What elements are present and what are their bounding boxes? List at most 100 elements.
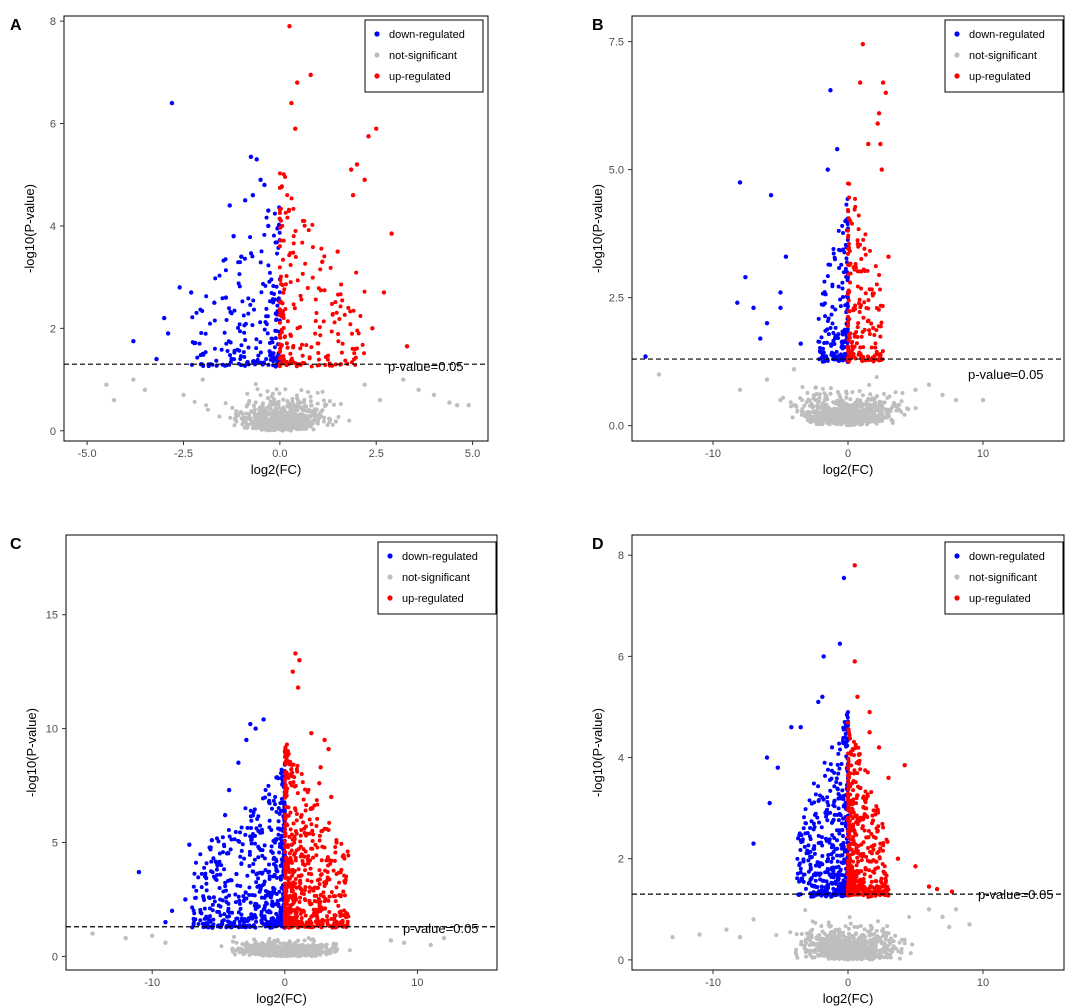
data-point bbox=[223, 295, 229, 300]
ns-point bbox=[847, 915, 852, 920]
down-point bbox=[266, 870, 271, 875]
data-point bbox=[239, 254, 244, 259]
ns-point bbox=[902, 937, 907, 942]
up-point bbox=[293, 255, 298, 260]
down-point bbox=[280, 808, 285, 813]
data-point bbox=[342, 878, 347, 884]
down-point bbox=[247, 852, 252, 857]
up-point bbox=[287, 876, 292, 881]
down-point bbox=[256, 828, 261, 833]
down-point bbox=[279, 857, 284, 862]
ns-point bbox=[865, 420, 870, 425]
up-point bbox=[869, 321, 874, 326]
ns-point bbox=[868, 392, 873, 397]
up-point bbox=[342, 873, 347, 878]
down-point bbox=[843, 219, 848, 224]
up-point bbox=[299, 297, 304, 302]
ns-point bbox=[254, 422, 259, 427]
up-point bbox=[862, 327, 867, 332]
down-point bbox=[219, 347, 224, 352]
down-point bbox=[237, 898, 242, 903]
up-point bbox=[846, 272, 851, 277]
data-point bbox=[764, 321, 770, 326]
ns-point bbox=[803, 937, 808, 942]
down-point bbox=[243, 806, 248, 811]
down-point bbox=[822, 290, 827, 295]
down-point bbox=[217, 273, 222, 278]
down-point bbox=[267, 299, 272, 304]
ns-point bbox=[808, 949, 813, 954]
data-point bbox=[181, 392, 186, 398]
down-point bbox=[237, 284, 242, 289]
ns-point bbox=[817, 410, 822, 415]
ns-point bbox=[855, 924, 860, 929]
ns-point bbox=[890, 405, 895, 410]
ns-point bbox=[874, 928, 879, 933]
down-point bbox=[233, 830, 238, 835]
ns-point bbox=[289, 401, 294, 406]
legend-entry: not-significant bbox=[389, 50, 457, 62]
up-point bbox=[322, 288, 327, 293]
ns-point bbox=[830, 419, 835, 424]
ns-point bbox=[804, 400, 809, 405]
up-point bbox=[325, 855, 330, 860]
ns-point bbox=[290, 949, 295, 954]
up-point bbox=[847, 181, 852, 186]
ns-point bbox=[886, 414, 891, 419]
down-point bbox=[274, 809, 279, 814]
down-point bbox=[277, 850, 282, 855]
ns-point bbox=[289, 426, 294, 431]
down-point bbox=[204, 861, 209, 866]
up-point bbox=[301, 847, 306, 852]
data-point bbox=[242, 198, 248, 203]
down-point bbox=[214, 836, 219, 841]
up-point bbox=[858, 303, 863, 308]
data-point bbox=[244, 737, 249, 743]
y-tick-label: 5.0 bbox=[609, 165, 624, 177]
data-point bbox=[131, 338, 136, 344]
ns-point bbox=[835, 389, 840, 394]
down-point bbox=[276, 819, 281, 824]
ns-point bbox=[254, 948, 259, 953]
up-point bbox=[295, 278, 300, 283]
down-point bbox=[248, 814, 253, 819]
up-point bbox=[861, 315, 866, 320]
up-point bbox=[310, 838, 315, 843]
ns-point bbox=[800, 385, 805, 390]
ns-point bbox=[255, 387, 260, 392]
down-point bbox=[259, 290, 264, 295]
ns-point bbox=[803, 908, 808, 913]
ns-point bbox=[896, 949, 901, 954]
down-point bbox=[267, 874, 272, 879]
ns-point bbox=[844, 395, 849, 400]
down-point bbox=[840, 286, 845, 291]
ns-point bbox=[826, 956, 831, 961]
up-point bbox=[288, 333, 293, 338]
data-point bbox=[177, 285, 182, 290]
ns-point bbox=[323, 403, 328, 408]
down-point bbox=[206, 364, 211, 369]
up-point bbox=[323, 906, 328, 911]
up-point bbox=[303, 808, 308, 813]
data-point bbox=[236, 760, 241, 765]
up-point bbox=[283, 870, 288, 875]
down-point bbox=[841, 294, 846, 299]
down-point bbox=[275, 775, 280, 780]
data-point bbox=[875, 121, 880, 126]
down-point bbox=[261, 881, 266, 886]
down-point bbox=[223, 257, 228, 262]
down-point bbox=[190, 315, 195, 320]
down-point bbox=[243, 890, 248, 895]
ns-point bbox=[858, 398, 863, 403]
up-point bbox=[855, 284, 860, 289]
down-point bbox=[840, 223, 845, 228]
ns-point bbox=[834, 946, 839, 951]
down-point bbox=[227, 893, 232, 898]
ns-point bbox=[844, 409, 849, 414]
up-point bbox=[284, 274, 289, 279]
up-point bbox=[288, 780, 293, 785]
up-point bbox=[283, 856, 288, 861]
down-point bbox=[202, 865, 207, 870]
legend-entry: up-regulated bbox=[402, 593, 464, 605]
ns-point bbox=[820, 401, 825, 406]
